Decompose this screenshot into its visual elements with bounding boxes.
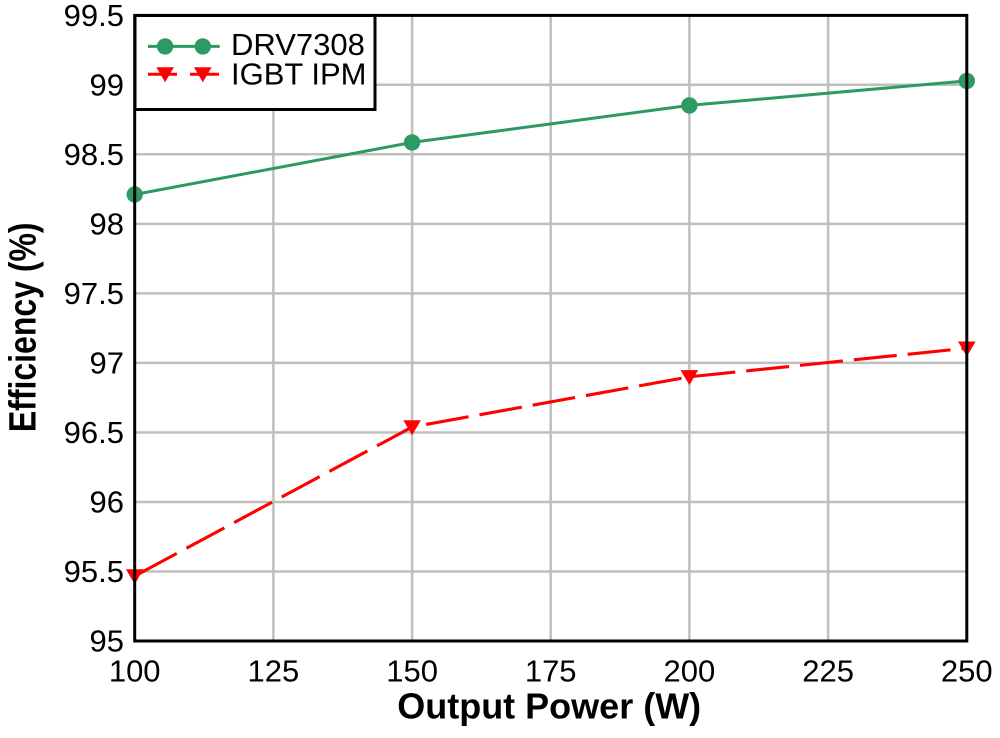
svg-text:200: 200 xyxy=(664,654,716,689)
svg-text:100: 100 xyxy=(109,654,161,689)
svg-text:DRV7308: DRV7308 xyxy=(231,27,365,62)
svg-text:96.5: 96.5 xyxy=(64,415,124,450)
svg-text:250: 250 xyxy=(941,654,993,689)
svg-text:99: 99 xyxy=(90,67,124,102)
svg-text:95.5: 95.5 xyxy=(64,554,124,589)
svg-text:98: 98 xyxy=(90,207,124,242)
svg-text:99.5: 99.5 xyxy=(64,0,124,33)
svg-text:95: 95 xyxy=(90,624,124,659)
svg-text:150: 150 xyxy=(386,654,438,689)
svg-text:175: 175 xyxy=(525,654,577,689)
svg-text:Efficiency (%): Efficiency (%) xyxy=(2,222,44,432)
svg-text:IGBT IPM: IGBT IPM xyxy=(231,56,367,91)
svg-text:97.5: 97.5 xyxy=(64,276,124,311)
svg-text:96: 96 xyxy=(90,485,124,520)
svg-text:125: 125 xyxy=(248,654,300,689)
svg-text:Output Power (W): Output Power (W) xyxy=(397,685,701,726)
svg-text:98.5: 98.5 xyxy=(64,137,124,172)
svg-text:97: 97 xyxy=(90,346,124,381)
svg-text:225: 225 xyxy=(802,654,854,689)
